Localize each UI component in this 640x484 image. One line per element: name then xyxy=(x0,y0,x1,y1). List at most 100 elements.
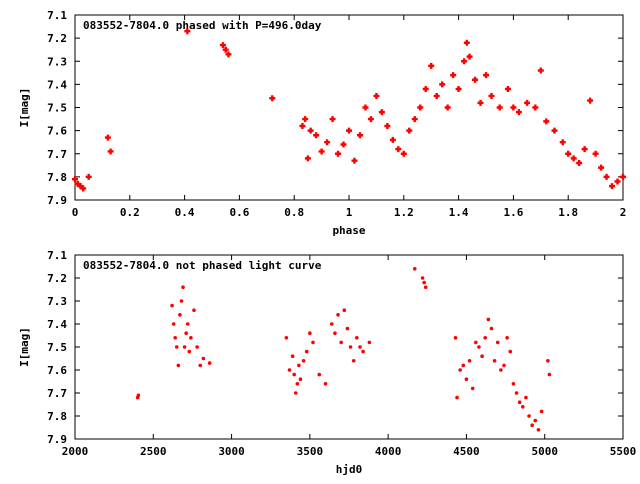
x-tick-label: 1.4 xyxy=(449,206,469,219)
y-tick-label: 7.4 xyxy=(47,318,67,331)
y-axis-label: I[mag] xyxy=(18,88,31,128)
data-point xyxy=(539,409,544,414)
data-point xyxy=(342,308,347,313)
data-point xyxy=(187,349,192,354)
data-point xyxy=(302,116,309,123)
data-point xyxy=(499,368,503,372)
x-tick-label: 5500 xyxy=(610,445,637,458)
data-point xyxy=(489,326,494,331)
y-tick-label: 7.1 xyxy=(47,9,67,22)
data-point xyxy=(72,176,78,183)
data-point xyxy=(428,62,435,69)
data-point xyxy=(292,372,297,377)
data-point xyxy=(433,92,440,99)
data-point xyxy=(576,160,583,166)
y-tick-label: 7.2 xyxy=(47,32,67,45)
data-point xyxy=(176,363,181,368)
data-point xyxy=(439,81,446,88)
x-tick-label: 2000 xyxy=(62,445,89,458)
data-point xyxy=(298,377,303,382)
y-axis-label: I[mag] xyxy=(18,327,31,367)
data-point xyxy=(570,155,577,162)
y-tick-label: 7.2 xyxy=(47,272,67,285)
x-tick-label: 2 xyxy=(620,206,627,219)
data-point xyxy=(492,359,497,363)
data-point xyxy=(510,104,517,111)
data-point xyxy=(198,363,203,368)
data-point xyxy=(336,313,340,317)
data-point xyxy=(450,72,457,79)
data-point xyxy=(299,123,306,129)
x-tick-label: 1.8 xyxy=(558,206,578,219)
data-point xyxy=(304,155,311,162)
data-point xyxy=(323,382,328,386)
data-point xyxy=(614,178,621,185)
data-point xyxy=(207,361,212,365)
x-tick-label: 1 xyxy=(346,206,353,219)
data-point xyxy=(546,359,550,363)
x-tick-label: 0.6 xyxy=(229,206,249,219)
data-point xyxy=(189,336,193,340)
x-tick-label: 3000 xyxy=(218,445,245,458)
data-point xyxy=(351,157,358,164)
data-point xyxy=(474,340,478,345)
data-point xyxy=(171,322,176,326)
data-point xyxy=(514,391,519,395)
data-point xyxy=(104,134,111,141)
x-tick-label: 3500 xyxy=(297,445,324,458)
data-point xyxy=(333,331,337,336)
data-point xyxy=(389,136,396,143)
data-point xyxy=(609,183,616,190)
x-tick-label: 4000 xyxy=(375,445,402,458)
data-point xyxy=(533,418,538,423)
data-point xyxy=(477,99,484,106)
y-tick-label: 7.7 xyxy=(47,148,67,161)
data-point xyxy=(362,104,369,111)
data-point xyxy=(318,148,325,155)
data-point xyxy=(483,72,489,79)
data-point xyxy=(356,132,363,139)
data-point xyxy=(74,180,81,187)
data-point xyxy=(192,308,196,313)
data-point xyxy=(107,148,114,155)
data-point xyxy=(420,276,425,280)
data-point xyxy=(346,127,352,134)
data-point xyxy=(170,303,174,308)
data-point xyxy=(290,354,295,359)
data-point xyxy=(488,92,495,99)
data-point xyxy=(486,317,491,322)
data-point xyxy=(524,395,528,400)
data-point xyxy=(502,363,506,368)
data-point xyxy=(559,139,566,146)
data-point xyxy=(581,146,588,153)
data-point xyxy=(477,345,481,349)
y-tick-label: 7.4 xyxy=(47,78,67,91)
data-point xyxy=(301,359,306,363)
data-point xyxy=(351,359,356,363)
data-point xyxy=(532,104,539,111)
data-point xyxy=(340,141,347,148)
data-point xyxy=(530,423,534,428)
y-tick-label: 7.8 xyxy=(47,171,67,184)
y-tick-label: 7.9 xyxy=(47,433,67,446)
y-tick-label: 7.3 xyxy=(47,295,67,308)
x-axis-label: hjd0 xyxy=(336,463,363,476)
data-point xyxy=(453,336,458,340)
data-point xyxy=(463,39,470,46)
y-tick-label: 7.8 xyxy=(47,410,67,423)
data-point xyxy=(472,76,479,83)
data-point xyxy=(304,349,309,354)
phased-light-curve-panel: 0 0.2 0.4 0.6 0.8 1 1.2 1.4 1.6 1.8 2 7.1 7.2 7.3 7.4 7… xyxy=(18,9,626,237)
x-tick-label: 0.8 xyxy=(284,206,304,219)
data-point xyxy=(182,345,187,349)
data-point xyxy=(293,391,298,395)
data-point xyxy=(515,109,522,116)
y-tick-label: 7.6 xyxy=(47,125,67,138)
data-point xyxy=(367,340,372,345)
data-point xyxy=(400,150,407,157)
data-point xyxy=(184,28,191,35)
data-point xyxy=(620,173,626,180)
data-point xyxy=(395,146,402,153)
data-point xyxy=(361,349,365,354)
